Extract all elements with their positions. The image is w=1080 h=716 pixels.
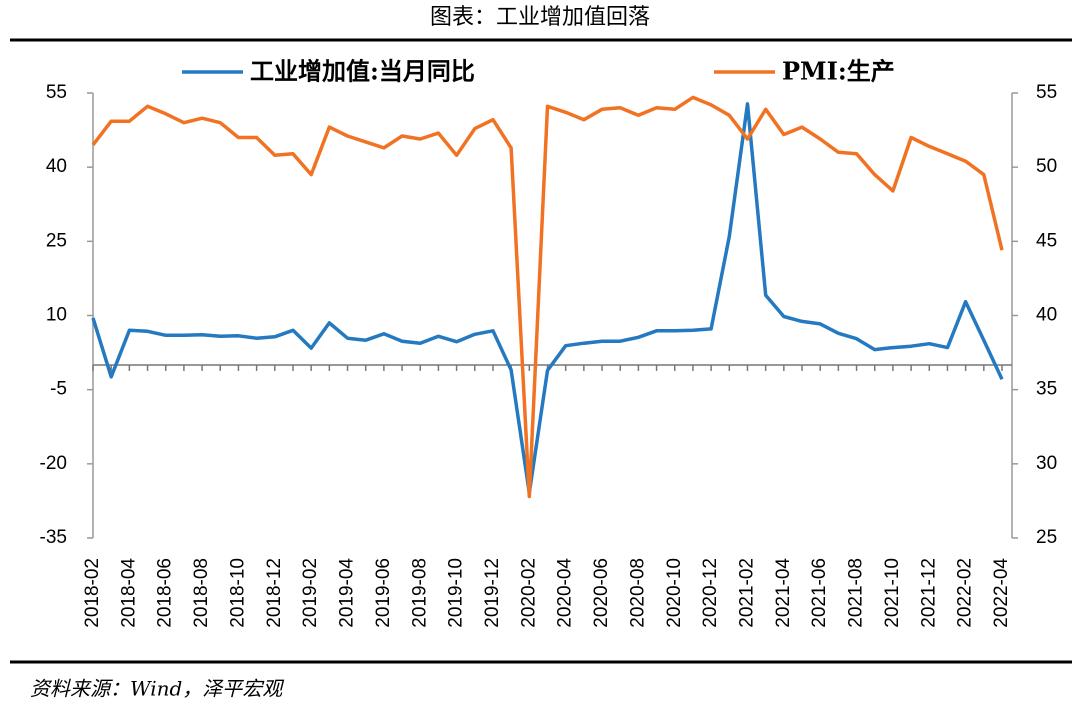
- x-tick-label: 2019-12: [482, 558, 503, 628]
- x-tick-label: 2018-02: [82, 558, 103, 628]
- x-tick-label: 2019-08: [409, 558, 430, 628]
- x-tick-label: 2018-08: [191, 558, 212, 628]
- x-tick-label: 2020-04: [555, 558, 576, 628]
- x-tick-label: 2020-12: [700, 558, 721, 628]
- chart-title: 图表：工业增加值回落: [430, 5, 650, 30]
- y-tick-label: 55: [46, 82, 67, 103]
- x-tick-label: 2022-02: [955, 558, 976, 628]
- x-tick-label: 2020-08: [627, 558, 648, 628]
- x-tick-label: 2018-06: [155, 558, 176, 628]
- y2-tick-label: 55: [1036, 82, 1057, 103]
- x-tick-label: 2019-04: [337, 558, 358, 628]
- y2-tick-label: 45: [1036, 230, 1057, 251]
- y2-tick-label: 50: [1036, 156, 1057, 177]
- x-tick-label: 2018-04: [118, 558, 139, 628]
- y-tick-label: -5: [50, 379, 67, 400]
- x-tick-label: 2021-12: [918, 558, 939, 628]
- legend-label: 工业增加值:当月同比: [250, 57, 475, 86]
- y2-tick-label: 25: [1036, 527, 1057, 548]
- y2-tick-label: 30: [1036, 453, 1057, 474]
- y-tick-label: 25: [46, 230, 67, 251]
- legend-label: PMI:生产: [782, 57, 895, 86]
- series-line: [91, 102, 1004, 495]
- source: 资料来源：Wind，泽平宏观: [30, 677, 284, 701]
- x-tick-label: 2018-10: [227, 558, 248, 628]
- x-tick-label: 2018-12: [264, 558, 285, 628]
- x-tick-label: 2022-04: [991, 558, 1012, 628]
- x-tick-label: 2020-10: [664, 558, 685, 628]
- x-tick-label: 2021-10: [882, 558, 903, 628]
- x-tick-label: 2021-06: [809, 558, 830, 628]
- x-tick-label: 2021-02: [736, 558, 757, 628]
- y2-tick-label: 35: [1036, 379, 1057, 400]
- x-tick-label: 2019-02: [300, 558, 321, 628]
- x-tick-label: 2019-06: [373, 558, 394, 628]
- series-line: [91, 95, 1004, 499]
- y-tick-label: 10: [46, 305, 67, 326]
- y-tick-label: -20: [40, 453, 67, 474]
- x-tick-label: 2021-08: [846, 558, 867, 628]
- y-tick-label: 40: [46, 156, 67, 177]
- y-tick-label: -35: [40, 527, 67, 548]
- x-tick-label: 2021-04: [773, 558, 794, 628]
- x-tick-label: 2019-10: [446, 558, 467, 628]
- x-tick-label: 2020-06: [591, 558, 612, 628]
- y2-tick-label: 40: [1036, 305, 1057, 326]
- x-tick-label: 2020-02: [518, 558, 539, 628]
